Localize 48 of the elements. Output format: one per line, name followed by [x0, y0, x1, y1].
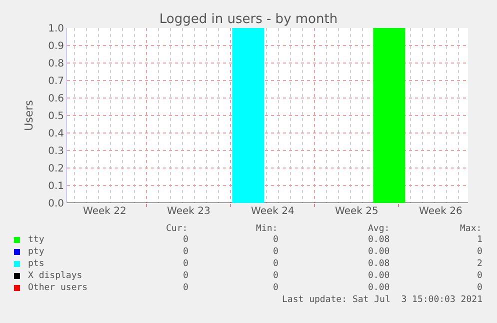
y-axis-title: Users: [22, 100, 36, 131]
text: 0: [273, 259, 278, 269]
text: 0: [477, 283, 482, 293]
text: 0.08: [368, 259, 390, 269]
text: 0: [183, 247, 188, 257]
text: 0: [273, 235, 278, 245]
legend-label: tty: [28, 235, 45, 245]
y-tick-label: 1.0: [48, 24, 64, 34]
text: Min:: [256, 224, 278, 234]
text: 0: [273, 247, 278, 257]
y-tick-label: 0.3: [48, 146, 64, 157]
text: Cur:: [166, 224, 188, 234]
text: 0.00: [368, 283, 390, 293]
text: 0: [273, 283, 278, 293]
chart-title: Logged in users - by month: [159, 12, 338, 28]
text: 0: [183, 283, 188, 293]
text: Max:: [460, 224, 482, 234]
legend-label: Other users: [28, 283, 88, 293]
y-tick-label: 0.5: [48, 111, 64, 122]
x-tick-label: Week 25: [335, 206, 378, 217]
x-tick-label: Week 24: [251, 206, 294, 217]
x-tick-label: Week 23: [167, 206, 210, 217]
text: 1: [477, 235, 482, 245]
text: Avg:: [368, 224, 390, 234]
text: 0.08: [368, 235, 390, 245]
text: 0: [273, 271, 278, 281]
text: 0.00: [368, 247, 390, 257]
legend-label: pty: [28, 247, 45, 257]
y-tick-label: 0.7: [48, 76, 64, 87]
y-tick-label: 0.6: [48, 94, 64, 104]
x-tick-label: Week 22: [83, 206, 126, 217]
x-tick-label: Week 26: [419, 206, 462, 217]
text: 2: [477, 259, 482, 269]
legend-label: pts: [28, 259, 44, 269]
y-tick-label: 0.9: [48, 41, 64, 52]
y-tick-label: 0.1: [48, 181, 64, 192]
text: Last update: Sat Jul 3 15:00:03 2021: [282, 295, 482, 305]
text: 0: [183, 259, 188, 269]
text: 0: [477, 271, 482, 281]
y-tick-label: 0.8: [48, 58, 64, 70]
legend-label: X displays: [28, 271, 82, 281]
text: 0: [183, 235, 188, 245]
y-tick-label: 0.2: [48, 164, 64, 174]
text: 0: [477, 247, 482, 257]
y-tick-label: 0.0: [48, 198, 64, 210]
y-tick-label: 0.4: [48, 128, 64, 140]
text: 0: [183, 271, 188, 281]
text: 0.00: [368, 271, 390, 281]
